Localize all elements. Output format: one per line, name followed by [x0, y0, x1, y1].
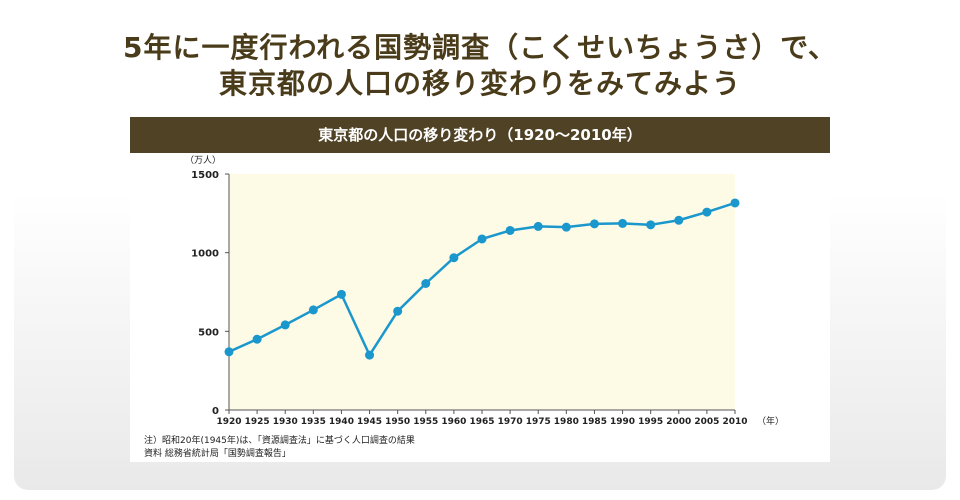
- data-point: [702, 207, 712, 217]
- headline-line-1: 5年に一度行われる国勢調査（こくせいちょうさ）で、: [123, 31, 837, 64]
- data-point: [308, 305, 318, 315]
- data-point: [589, 219, 599, 229]
- x-tick-label: 1970: [498, 417, 523, 427]
- data-point: [421, 279, 431, 289]
- y-tick-label: 500: [198, 327, 219, 338]
- data-point: [561, 222, 571, 232]
- data-point: [336, 289, 346, 299]
- data-point: [280, 320, 290, 330]
- x-tick-label: 1950: [385, 417, 410, 427]
- y-tick-label: 1000: [191, 249, 219, 260]
- note-source: 資料 総務省統計局「国勢調査報告」: [144, 449, 291, 459]
- x-tick-label: 1975: [526, 417, 551, 427]
- data-point: [505, 225, 515, 235]
- x-tick-label: 1940: [329, 417, 354, 427]
- data-point: [618, 218, 628, 228]
- data-point: [674, 215, 684, 225]
- notes: 注）昭和20年(1945年)は、「資源調査法」に基づく人口調査の結果 資料 総務…: [144, 435, 415, 461]
- x-tick-label: 1980: [554, 417, 579, 427]
- page-headline: 5年に一度行われる国勢調査（こくせいちょうさ）で、 東京都の人口の移り変わりをみ…: [0, 30, 960, 102]
- y-tick-label: 1500: [191, 170, 219, 181]
- chart-title: 東京都の人口の移り変わり（1920〜2010年）: [130, 117, 830, 153]
- x-tick-label: 2000: [666, 417, 691, 427]
- x-tick-label: 1945: [357, 417, 382, 427]
- x-tick-label: 1925: [245, 417, 270, 427]
- y-axis-unit-label: （万人）: [185, 155, 221, 166]
- x-tick-label: 1935: [301, 417, 326, 427]
- x-tick-label: 1930: [273, 417, 298, 427]
- x-tick-label: 1990: [610, 417, 635, 427]
- data-point: [477, 234, 487, 244]
- x-tick-label: 1920: [216, 417, 241, 427]
- data-point: [533, 221, 543, 231]
- x-tick-label: 1955: [413, 417, 438, 427]
- data-point: [252, 334, 262, 344]
- x-tick-label: 1965: [469, 417, 494, 427]
- x-tick-label: 1960: [441, 417, 466, 427]
- data-point: [449, 253, 459, 263]
- x-tick-label: 1985: [582, 417, 607, 427]
- data-point: [365, 350, 375, 360]
- x-tick-label: 2010: [722, 417, 747, 427]
- plot-area: [229, 174, 735, 410]
- data-point: [393, 306, 403, 316]
- data-point: [646, 220, 656, 230]
- note-1: 注）昭和20年(1945年)は、「資源調査法」に基づく人口調査の結果: [144, 436, 415, 446]
- y-tick-label: 0: [212, 406, 219, 417]
- data-point: [224, 347, 234, 357]
- x-axis-unit-label: （年）: [757, 415, 784, 427]
- x-tick-label: 2005: [694, 417, 719, 427]
- chart-card: 東京都の人口の移り変わり（1920〜2010年） （万人） （年） 0 500 10…: [130, 117, 830, 462]
- x-tick-label: 1995: [638, 417, 663, 427]
- headline-line-2: 東京都の人口の移り変わりをみてみよう: [218, 67, 741, 100]
- data-point: [730, 198, 740, 208]
